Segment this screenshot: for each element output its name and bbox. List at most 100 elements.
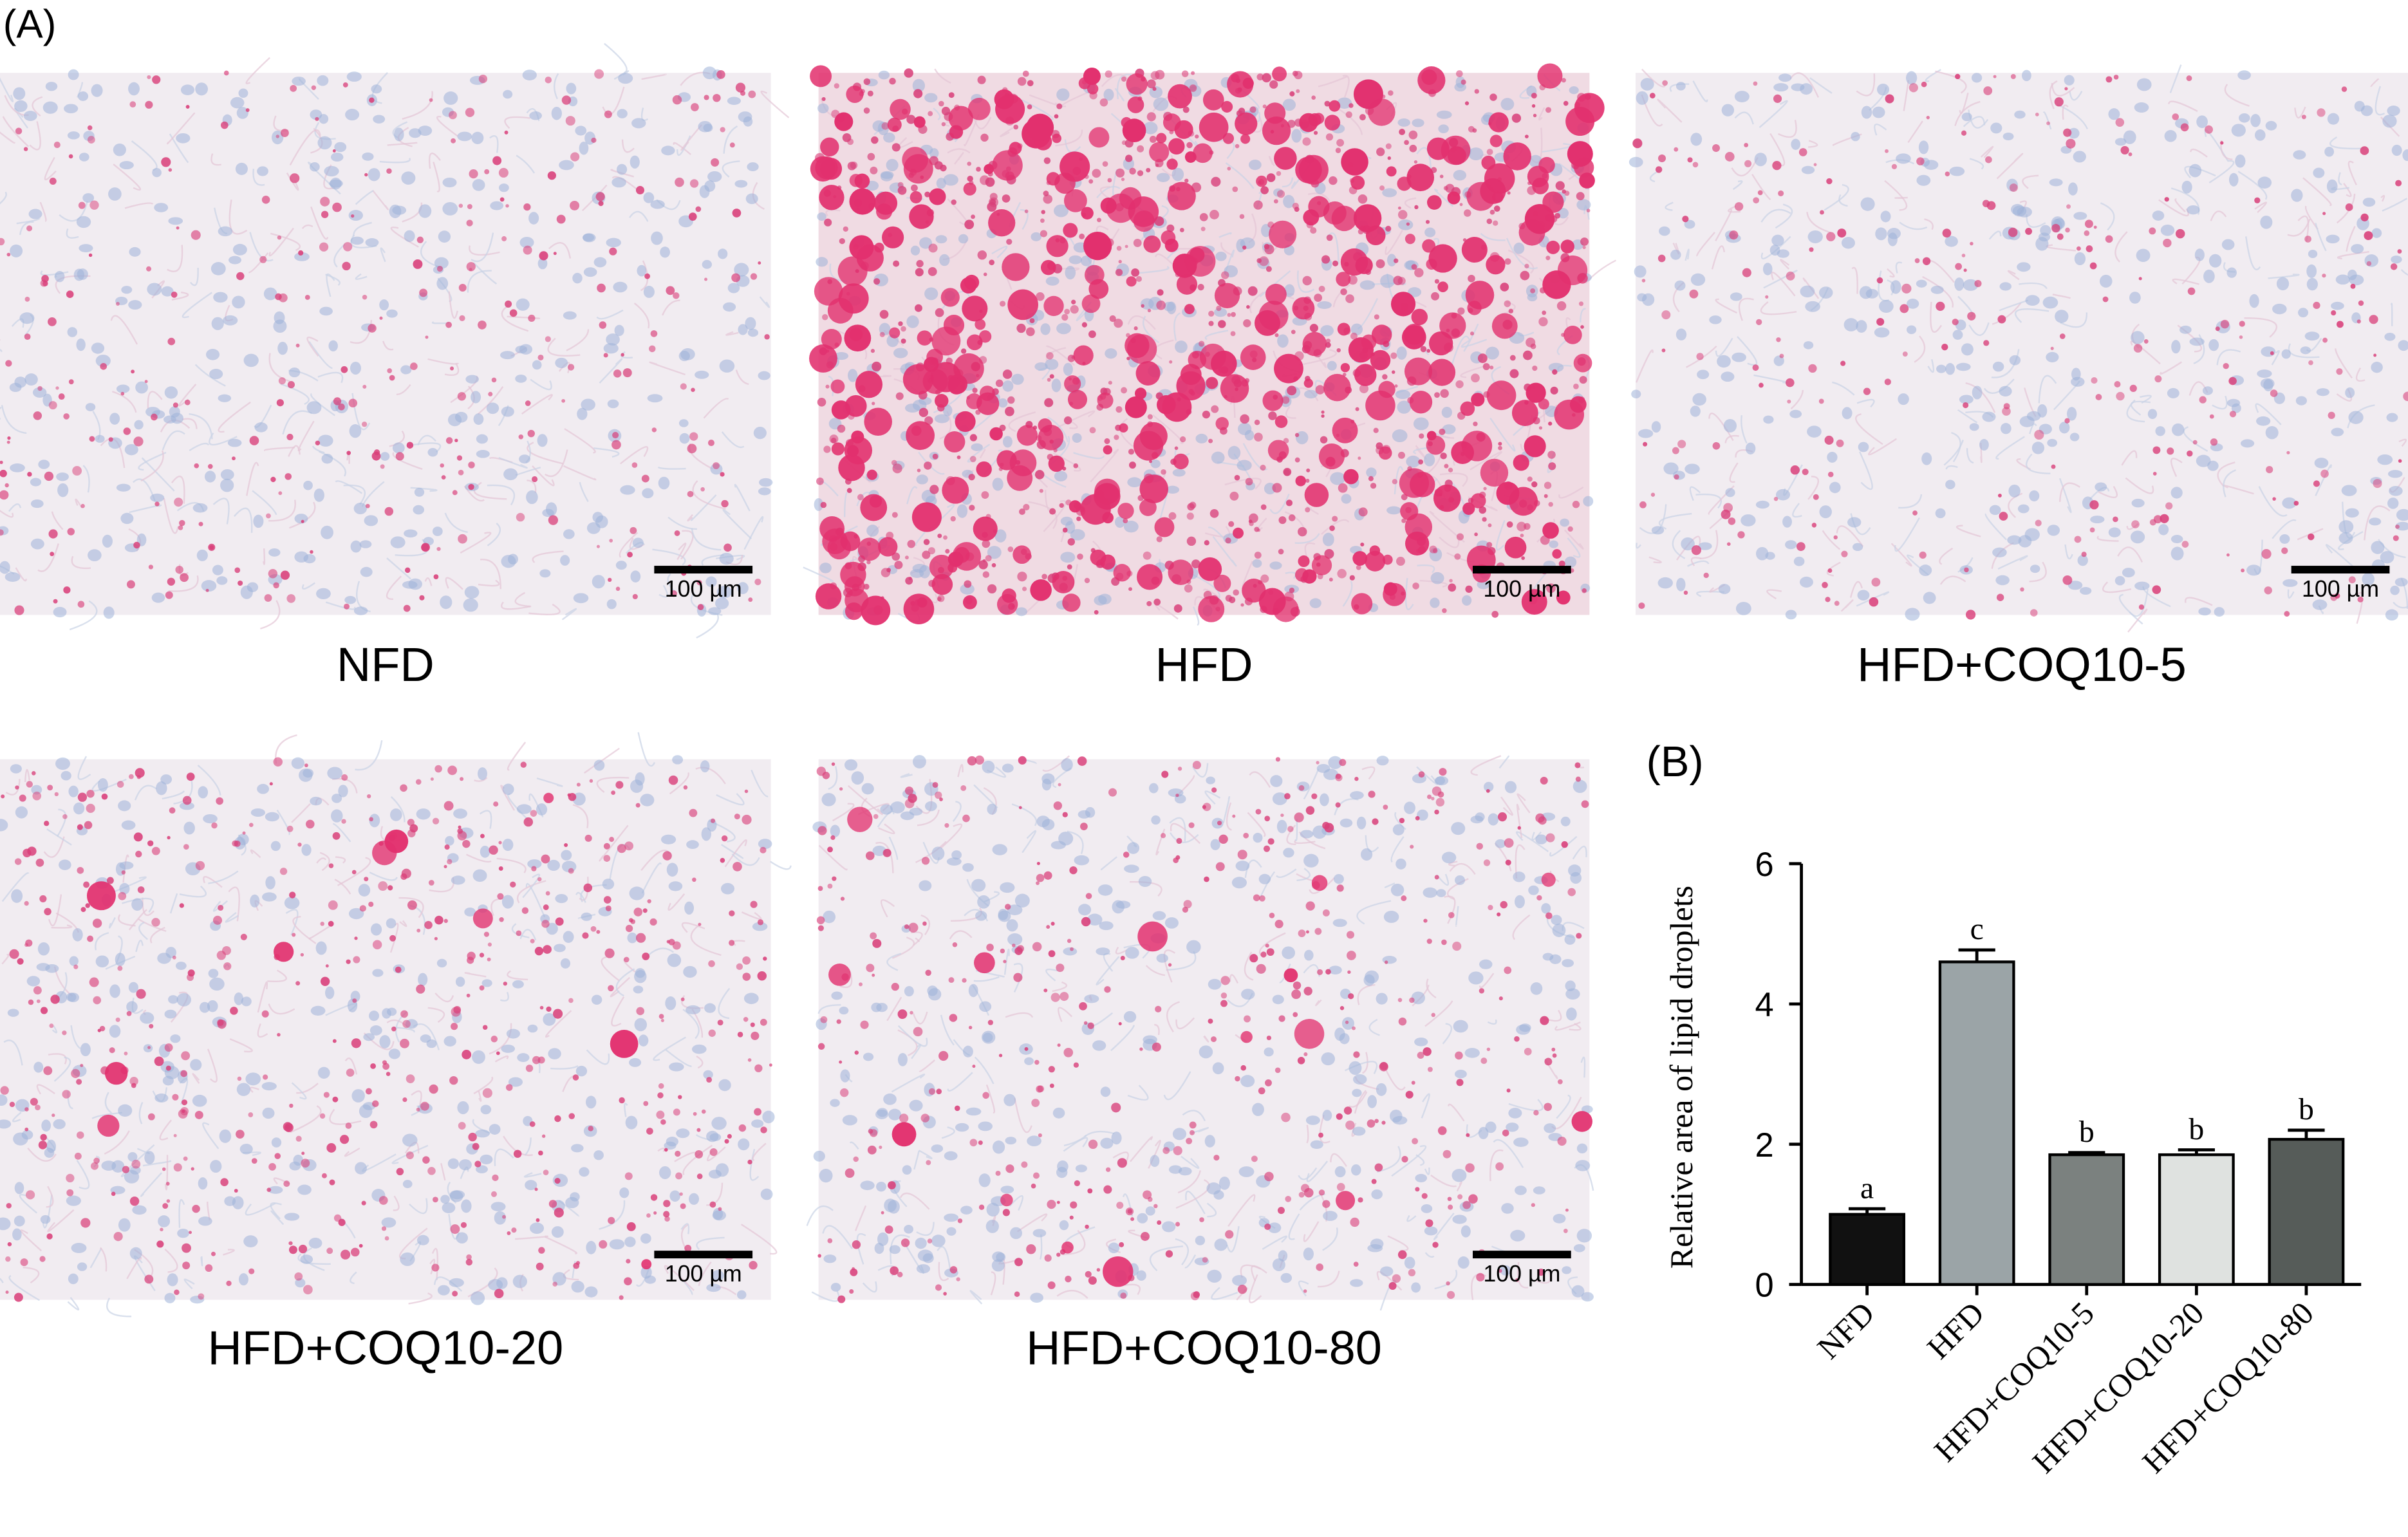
droplet (443, 801, 454, 811)
nucleus (262, 1107, 275, 1119)
fiber (803, 566, 834, 582)
droplet (943, 535, 947, 540)
fiber (545, 449, 568, 478)
droplet (1456, 533, 1464, 541)
droplet (518, 434, 524, 440)
droplet (940, 288, 960, 307)
nucleus (603, 343, 619, 354)
droplet (419, 288, 428, 297)
droplet (1336, 272, 1351, 287)
droplet (1482, 363, 1490, 371)
nucleus (213, 292, 228, 303)
droplet (817, 397, 826, 407)
fiber (619, 532, 639, 558)
nucleus (702, 259, 713, 269)
droplet (234, 1189, 238, 1193)
droplet (672, 95, 682, 105)
droplet (41, 275, 49, 283)
nucleus (586, 522, 601, 534)
droplet (147, 1113, 155, 1121)
fiber (487, 484, 516, 506)
droplet (924, 191, 931, 198)
nucleus (2261, 346, 2276, 357)
fiber (515, 1235, 549, 1240)
droplet (1195, 134, 1199, 139)
droplet (77, 601, 85, 608)
droplet (480, 834, 485, 839)
fiber (1775, 203, 1793, 229)
droplet (1325, 339, 1331, 344)
droplet (447, 859, 453, 864)
droplet (172, 1094, 179, 1101)
nucleus (68, 1273, 79, 1285)
droplet (30, 1097, 38, 1106)
droplet (1464, 209, 1471, 217)
droplet (198, 521, 203, 526)
nucleus (629, 1057, 642, 1067)
nucleus (1843, 318, 1858, 331)
nucleus (348, 210, 363, 221)
droplet (460, 777, 464, 781)
fiber (669, 772, 689, 795)
droplet (588, 1126, 593, 1132)
droplet (298, 1244, 308, 1254)
nucleus (2260, 378, 2275, 389)
nucleus (1406, 455, 1421, 468)
droplet (175, 565, 183, 574)
nucleus (449, 1278, 464, 1287)
nucleus (547, 859, 560, 871)
nucleus (848, 369, 858, 382)
droplet (1038, 425, 1064, 451)
droplet (1488, 523, 1492, 528)
droplet (1440, 389, 1449, 398)
fiber (918, 451, 945, 475)
fiber (501, 304, 529, 332)
droplet (1336, 348, 1341, 353)
droplet (5, 1290, 9, 1294)
droplet (1955, 263, 1963, 270)
fiber (310, 206, 329, 240)
fiber (1242, 443, 1268, 470)
nucleus (2282, 497, 2297, 509)
fiber (532, 550, 564, 563)
droplet (831, 400, 851, 420)
droplet (162, 1167, 166, 1171)
nucleus (268, 548, 281, 557)
fiber (934, 68, 951, 84)
nucleus (519, 236, 534, 248)
droplet (451, 1023, 458, 1030)
droplet (872, 402, 875, 405)
fiber (285, 909, 299, 936)
droplet (2149, 519, 2156, 526)
droplet (874, 243, 884, 253)
nucleus (700, 760, 710, 773)
droplet (1220, 374, 1249, 403)
nucleus (716, 586, 733, 599)
droplet (306, 819, 315, 829)
droplet (104, 1061, 128, 1085)
nucleus (2249, 293, 2259, 308)
nucleus (1954, 277, 1965, 291)
droplet (673, 292, 680, 299)
fiber (335, 856, 346, 864)
nucleus (570, 1144, 584, 1153)
fiber (218, 401, 251, 433)
fiber (70, 1025, 81, 1050)
droplet (989, 427, 1003, 441)
nucleus (119, 161, 134, 170)
droplet (1674, 147, 1679, 152)
fiber (8, 503, 22, 512)
droplet (24, 900, 29, 906)
droplet (147, 75, 151, 79)
droplet (295, 981, 301, 986)
droplet (1043, 157, 1051, 164)
droplet (1088, 279, 1109, 299)
droplet (1229, 491, 1239, 501)
droplet (66, 1189, 74, 1197)
droplet (1524, 435, 1546, 458)
droplet (407, 900, 417, 910)
nucleus (640, 794, 655, 806)
fiber (234, 507, 253, 533)
droplet (1088, 179, 1094, 184)
nucleus (289, 1161, 301, 1171)
